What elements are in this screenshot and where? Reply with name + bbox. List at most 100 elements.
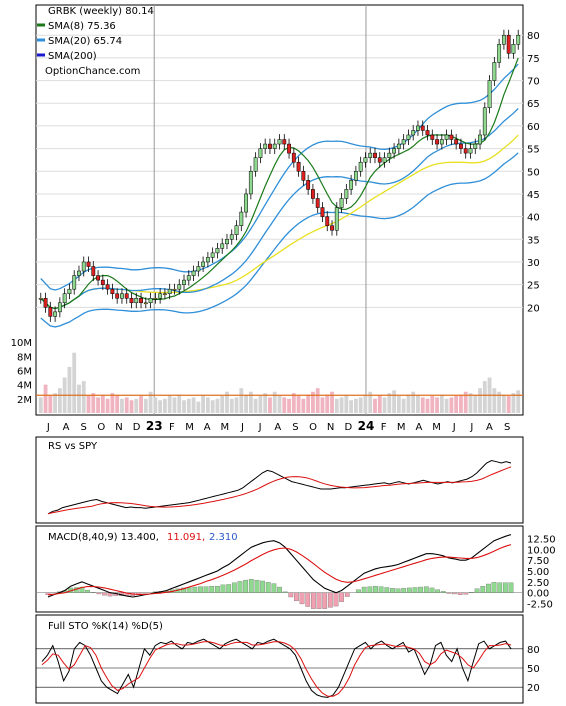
volume-bar: [268, 397, 272, 413]
month-label: M: [220, 422, 229, 433]
candle-body: [110, 288, 115, 294]
volume-bar: [201, 395, 206, 413]
candle-body: [430, 134, 435, 140]
macd-histogram-bar: [277, 586, 282, 593]
sto-y-axis: 20 50 80: [527, 645, 540, 694]
macd-histogram-bar: [209, 586, 215, 593]
volume-bar: [439, 394, 444, 413]
volume-bar: [172, 397, 177, 413]
candle-body: [153, 298, 158, 300]
volume-bars: [36, 352, 523, 413]
volume-bar: [349, 400, 354, 413]
candle-body: [91, 266, 96, 276]
macd-tick-label: 2.50: [527, 578, 549, 589]
macd-histogram-bar: [299, 592, 305, 605]
macd-histogram-bar: [220, 584, 226, 593]
macd-histogram-bar: [418, 586, 424, 593]
macd-histogram-bar: [435, 589, 440, 593]
month-label: O: [97, 422, 105, 433]
month-axis: J A S O N D 23 F M A M J J A S O N D 24 F M A M J J A S: [46, 419, 510, 433]
macd-histogram-bar: [373, 586, 378, 593]
candle-body: [272, 143, 277, 149]
volume-bar: [406, 394, 411, 413]
month-label: M: [432, 422, 441, 433]
volume-bar: [430, 395, 435, 413]
volume-bar: [382, 397, 387, 413]
volume-bar: [177, 394, 182, 413]
volume-bar: [444, 398, 449, 413]
macd-histogram-bar: [412, 587, 418, 593]
volume-tick-label: 6M: [17, 366, 32, 377]
volume-bar: [248, 391, 253, 413]
site-label: OptionChance.com: [45, 66, 140, 77]
sto-k-line: [41, 638, 512, 698]
month-label: M: [185, 422, 194, 433]
macd-histogram-bar: [271, 583, 277, 593]
volume-bar: [263, 393, 268, 413]
volume-bar: [120, 398, 124, 413]
candle-body: [268, 143, 272, 149]
macd-signal-line: [47, 544, 512, 596]
macd-histogram-bar: [254, 579, 260, 593]
volume-bar: [210, 400, 215, 413]
macd-histogram-bar: [446, 592, 452, 594]
candle-body: [315, 198, 320, 208]
month-label: A: [204, 422, 211, 433]
volume-bar: [124, 397, 129, 413]
candle-body: [311, 189, 315, 199]
macd-histogram-bar: [85, 589, 90, 593]
macd-value2: 2.310: [209, 532, 238, 543]
volume-bar: [139, 395, 143, 413]
volume-bar: [497, 391, 502, 413]
candle-body: [134, 298, 139, 304]
volume-bar: [143, 398, 148, 413]
rs-line: [47, 459, 512, 515]
candle-body: [425, 130, 430, 136]
volume-bar: [72, 352, 77, 413]
month-label: A: [415, 422, 422, 433]
macd-histogram-bar: [486, 583, 491, 593]
volume-tick-label: 10M: [11, 338, 32, 349]
candle-body: [96, 275, 100, 281]
volume-bar: [191, 397, 196, 413]
macd-histogram-bar: [198, 586, 203, 593]
rs-average-line: [47, 466, 512, 515]
macd-histogram-bar: [96, 592, 102, 595]
macd-histogram-bar: [480, 586, 486, 593]
macd-histogram-bar: [361, 586, 367, 593]
macd-histogram-bar: [310, 592, 316, 609]
macd-tick-label: 7.50: [527, 556, 549, 567]
volume-bar: [153, 397, 158, 413]
candle-body: [382, 157, 387, 163]
volume-bar: [353, 398, 358, 413]
candle-body: [158, 293, 163, 299]
macd-histogram-bar: [429, 587, 435, 593]
macd-histogram-bar: [474, 588, 480, 593]
candle-body: [38, 298, 43, 300]
volume-bar: [158, 400, 163, 413]
candle-body: [143, 302, 148, 305]
candle-body: [67, 288, 72, 294]
candle-body: [516, 34, 521, 45]
month-label: J: [46, 422, 50, 433]
volume-tick-label: 8M: [17, 352, 32, 363]
price-candles: [38, 29, 521, 328]
candle-body: [349, 180, 354, 190]
volume-tick-label: 2M: [17, 395, 32, 406]
candle-body: [86, 261, 91, 267]
candle-body: [306, 180, 311, 190]
candle-body: [492, 62, 497, 81]
month-label: D: [344, 422, 352, 433]
volume-y-axis: 2M 4M 6M 8M 10M: [11, 338, 32, 406]
chart-title: GRBK (weekly) 80.14: [48, 6, 154, 17]
rs-lines: [47, 459, 512, 515]
macd-tick-label: 12.50: [527, 535, 556, 546]
candle-body: [387, 152, 392, 158]
candle-body: [468, 148, 473, 154]
volume-bar: [182, 400, 186, 413]
volume-bar: [306, 394, 311, 413]
volume-bar: [57, 388, 62, 413]
volume-bar: [110, 393, 115, 413]
volume-bar: [330, 391, 334, 413]
